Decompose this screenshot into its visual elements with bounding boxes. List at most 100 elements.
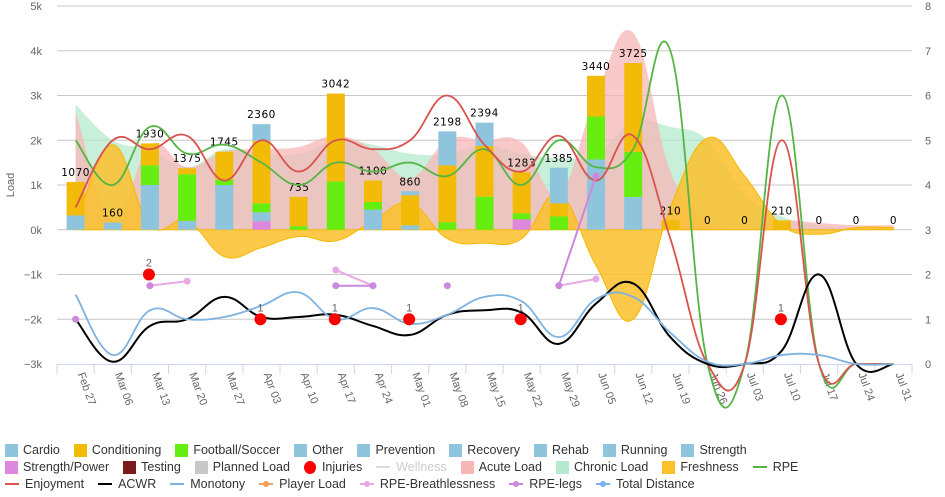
bar-other [103,222,122,230]
x-tick-label: Feb 27 [75,371,98,407]
bar-conditioning [772,220,791,230]
legend-item-acute-load[interactable]: Acute Load [460,460,542,474]
line-marker-icon [596,481,611,487]
legend-item-enjoyment[interactable]: Enjoyment [5,477,84,491]
line-marker-icon [509,481,524,487]
bar-conditioning [363,180,382,203]
y-right-tick-label: 3 [925,225,931,237]
stack-total-label: 3042 [321,79,350,91]
legend-item-football-soccer[interactable]: Football/Soccer [175,443,280,457]
injury-count-label: 1 [257,302,263,314]
legend-item-planned-load[interactable]: Planned Load [194,460,290,474]
x-tick-label: Jul 10 [781,371,802,403]
legend-item-other[interactable]: Other [294,443,343,457]
x-tick-label: Jul 03 [744,371,765,403]
bar-conditioning [587,75,606,117]
x-tick-label: May 29 [558,371,582,409]
square-swatch-icon [357,443,371,457]
bar-cardio [549,167,568,204]
square-swatch-icon [460,460,474,474]
legend-label: Chronic Load [573,460,649,474]
square-swatch-icon [662,460,676,474]
legend-row: Strength/Power Testing Planned Load Injurie… [5,460,812,474]
legend-label: Freshness [680,460,739,474]
legend-item-conditioning[interactable]: Conditioning [73,443,161,457]
legend-item-player-load[interactable]: Player Load [259,477,346,491]
injury-marker [514,313,527,326]
stack-total-label: 1930 [136,128,165,140]
legend-item-strength-power[interactable]: Strength/Power [5,460,109,474]
y-left-tick-label: 4k [30,46,42,58]
bar-conditioning [215,151,234,180]
x-tick-label: Jun 05 [595,371,618,406]
line-rpe [74,40,894,409]
legend-item-prevention[interactable]: Prevention [357,443,435,457]
legend-item-injuries[interactable]: Injuries [303,460,362,474]
line-swatch-icon [5,483,19,485]
area-freshness [75,136,894,322]
legend-item-monotony[interactable]: Monotony [170,477,245,491]
x-tick-label: May 08 [447,371,471,409]
marker-rpe-legs [369,282,377,290]
bar-cardio [252,124,271,141]
legend-item-rpe-breathlessness[interactable]: RPE-Breathlessness [359,477,495,491]
injury-marker [774,313,787,326]
legend-item-running[interactable]: Running [602,443,668,457]
legend-item-chronic-load[interactable]: Chronic Load [555,460,649,474]
line-rpe-legs [557,175,597,287]
bar-strength-power [512,219,531,230]
x-tick-label: Jul 31 [893,371,914,403]
x-tick-label: Mar 06 [112,371,135,407]
bar-cardio [438,131,457,166]
y-left-tick-label: 5k [30,1,42,13]
stack-total-label: 210 [771,205,793,217]
injury-count-label: 1 [332,302,338,314]
line-enjoyment [74,94,894,392]
line-swatch-icon [752,466,767,468]
line-acwr [74,273,894,373]
legend-item-recovery[interactable]: Recovery [449,443,520,457]
legend-item-rpe-legs[interactable]: RPE-legs [509,477,582,491]
stack-total-label: 0 [853,215,860,227]
legend-item-strength[interactable]: Strength [681,443,747,457]
legend-item-rpe[interactable]: RPE [752,460,798,474]
bar-other [624,197,643,230]
bar-football-soccer [326,181,345,230]
legend-item-acwr[interactable]: ACWR [98,477,156,491]
legend-label: Running [620,443,668,457]
legend-item-testing[interactable]: Testing [123,460,181,474]
injury-count-label: 1 [778,302,784,314]
stack-total-label: 210 [660,205,682,217]
legend-label: Testing [141,460,181,474]
bar-conditioning [475,146,494,197]
stack-total-label: 3440 [582,61,611,73]
stack-total-label: 2394 [470,108,499,120]
bar-other [401,225,420,230]
x-tick-label: Mar 20 [186,371,209,407]
stack-total-label: 2198 [433,116,462,128]
x-tick-label: Jun 19 [670,371,693,406]
injury-count-label: 1 [406,302,412,314]
legend-label: Monotony [190,477,246,491]
legend-item-wellness[interactable]: Wellness [376,460,447,474]
square-swatch-icon [534,443,548,457]
legend-item-total-distance[interactable]: Total Distance [596,477,695,491]
legend-label: Other [312,443,344,457]
line-swatch-icon [170,483,185,485]
x-tick-label: Mar 27 [223,371,246,407]
legend-item-cardio[interactable]: Cardio [5,443,60,457]
area-acute-load [75,29,894,231]
bar-other [252,212,271,222]
legend-label: Cardio [23,443,60,457]
x-tick-label: Mar 13 [149,371,172,407]
square-swatch-icon [294,443,308,457]
y-axis-title: Load [5,173,17,197]
bar-conditioning [661,220,680,230]
x-tick-label: Apr 10 [298,371,320,406]
bar-cardio [475,122,494,147]
marker-rpe-legs [592,172,600,180]
legend-item-rehab[interactable]: Rehab [534,443,589,457]
stack-total-label: 0 [741,215,748,227]
legend-item-freshness[interactable]: Freshness [662,460,739,474]
marker-rpe-legs [332,282,340,290]
